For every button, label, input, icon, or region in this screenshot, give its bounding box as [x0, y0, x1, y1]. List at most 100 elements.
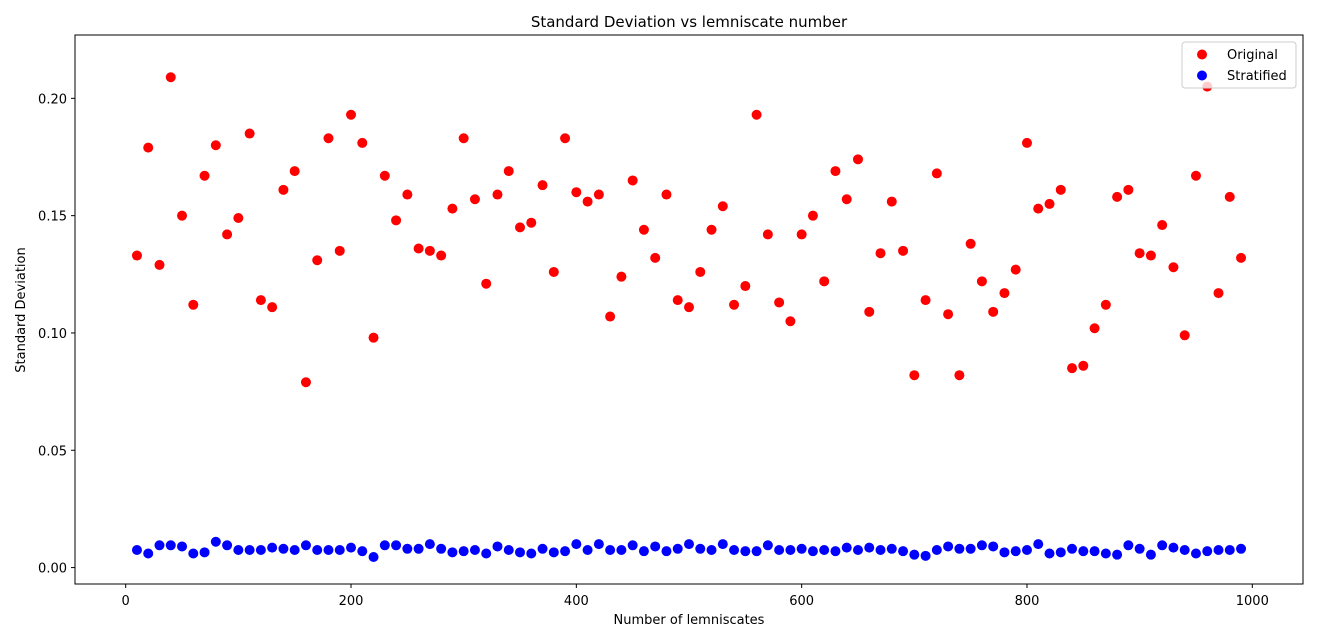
point-stratified	[458, 546, 469, 557]
point-original	[131, 250, 142, 261]
point-stratified	[774, 544, 785, 555]
point-original	[1055, 184, 1066, 195]
point-stratified	[537, 543, 548, 554]
point-original	[447, 203, 458, 214]
point-original	[706, 224, 717, 235]
point-stratified	[796, 543, 807, 554]
point-original	[627, 175, 638, 186]
point-original	[154, 259, 165, 270]
point-original	[661, 189, 672, 200]
point-stratified	[571, 539, 582, 550]
point-stratified	[210, 536, 221, 547]
point-stratified	[976, 540, 987, 551]
point-original	[1134, 248, 1145, 259]
point-original	[796, 229, 807, 240]
point-stratified	[447, 547, 458, 558]
point-original	[537, 180, 548, 191]
point-stratified	[1123, 540, 1134, 551]
y-tick-label: 0.15	[38, 210, 67, 225]
point-stratified	[1190, 548, 1201, 559]
point-stratified	[188, 548, 199, 559]
point-original	[886, 196, 897, 207]
point-original	[807, 210, 818, 221]
legend: Original Stratified	[1181, 41, 1297, 89]
point-original	[965, 238, 976, 249]
point-stratified	[1213, 544, 1224, 555]
point-stratified	[582, 544, 593, 555]
point-stratified	[638, 546, 649, 557]
point-stratified	[695, 543, 706, 554]
point-original	[402, 189, 413, 200]
point-original	[492, 189, 503, 200]
point-stratified	[920, 550, 931, 561]
point-stratified	[1044, 548, 1055, 559]
point-original	[898, 245, 909, 256]
point-stratified	[548, 547, 559, 558]
point-original	[909, 370, 920, 381]
point-stratified	[943, 541, 954, 552]
point-original	[864, 306, 875, 317]
point-stratified	[616, 544, 627, 555]
point-original	[289, 166, 300, 177]
point-stratified	[650, 541, 661, 552]
point-original	[481, 278, 492, 289]
point-original	[210, 140, 221, 151]
point-stratified	[717, 539, 728, 550]
point-stratified	[954, 543, 965, 554]
point-stratified	[323, 544, 334, 555]
point-original	[1123, 184, 1134, 195]
point-original	[1179, 330, 1190, 341]
point-stratified	[165, 540, 176, 551]
point-original	[740, 281, 751, 292]
y-axis-label: Standard Deviation	[14, 247, 29, 372]
point-original	[165, 72, 176, 83]
legend-label-stratified: Stratified	[1227, 69, 1287, 84]
point-original	[503, 166, 514, 177]
point-stratified	[312, 544, 323, 555]
point-stratified	[492, 541, 503, 552]
point-original	[774, 297, 785, 308]
point-stratified	[278, 543, 289, 554]
point-original	[1067, 363, 1078, 374]
point-stratified	[706, 544, 717, 555]
point-original	[672, 295, 683, 306]
point-original	[571, 187, 582, 198]
point-stratified	[627, 540, 638, 551]
point-stratified	[233, 544, 244, 555]
point-stratified	[143, 548, 154, 559]
y-tick-label: 0.00	[38, 562, 67, 577]
point-original	[582, 196, 593, 207]
point-stratified	[999, 547, 1010, 558]
point-original	[300, 377, 311, 388]
point-original	[379, 170, 390, 181]
legend-marker-original	[1197, 49, 1207, 60]
y-tick-label: 0.05	[38, 444, 67, 459]
point-stratified	[391, 540, 402, 551]
point-stratified	[1067, 543, 1078, 554]
point-original	[233, 213, 244, 223]
point-stratified	[988, 541, 999, 552]
legend-label-original: Original	[1227, 48, 1278, 63]
point-original	[650, 252, 661, 263]
point-original	[819, 276, 830, 287]
point-original	[244, 128, 255, 139]
point-stratified	[481, 548, 492, 559]
point-original	[255, 295, 266, 306]
point-original	[222, 229, 233, 240]
point-stratified	[1112, 549, 1123, 560]
point-stratified	[1021, 544, 1032, 555]
point-original	[751, 109, 762, 120]
point-original	[1021, 137, 1032, 148]
point-original	[593, 189, 604, 200]
point-original	[413, 243, 424, 254]
point-stratified	[875, 544, 886, 555]
point-stratified	[154, 540, 165, 551]
point-stratified	[593, 539, 604, 550]
y-tick-label: 0.20	[38, 92, 67, 107]
point-stratified	[469, 544, 480, 555]
point-stratified	[729, 544, 740, 555]
point-original	[177, 210, 188, 221]
point-original	[695, 266, 706, 277]
legend-marker-stratified	[1197, 70, 1207, 81]
